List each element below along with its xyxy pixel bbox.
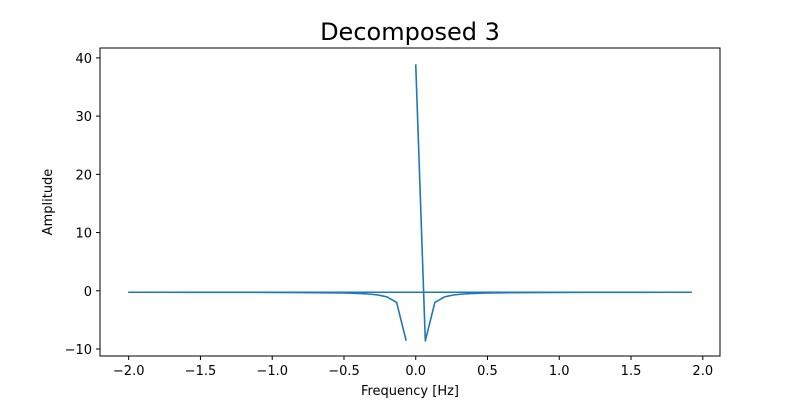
chart-title: Decomposed 3: [320, 18, 500, 46]
y-axis-label: Amplitude: [41, 169, 56, 236]
x-tick-label: 1.5: [621, 364, 642, 379]
x-tick-label: −0.5: [328, 364, 360, 379]
x-tick-label: 1.0: [549, 364, 570, 379]
y-tick-label: 30: [75, 110, 92, 125]
series-line-0: [127, 64, 693, 342]
x-tick-label: −1.0: [256, 364, 288, 379]
y-tick-label: 0: [84, 285, 92, 300]
x-tick-label: 2.0: [692, 364, 713, 379]
x-tick-label: 0.0: [405, 364, 426, 379]
y-axis: −10 0 10 20 30 40: [65, 52, 100, 358]
y-tick-label: 20: [75, 168, 92, 183]
y-tick-label: −10: [65, 343, 92, 358]
y-tick-label: 10: [75, 227, 92, 242]
y-tick-label: 40: [75, 52, 92, 67]
x-axis-label: Frequency [Hz]: [361, 384, 459, 399]
plot-layer: [127, 64, 693, 342]
x-axis: −2.0 −1.5 −1.0 −0.5 0.0 0.5 1.0 1.5 2.0: [113, 356, 713, 379]
x-tick-label: 0.5: [477, 364, 498, 379]
x-tick-label: −2.0: [113, 364, 145, 379]
x-tick-label: −1.5: [185, 364, 217, 379]
plot-frame: [99, 47, 721, 357]
